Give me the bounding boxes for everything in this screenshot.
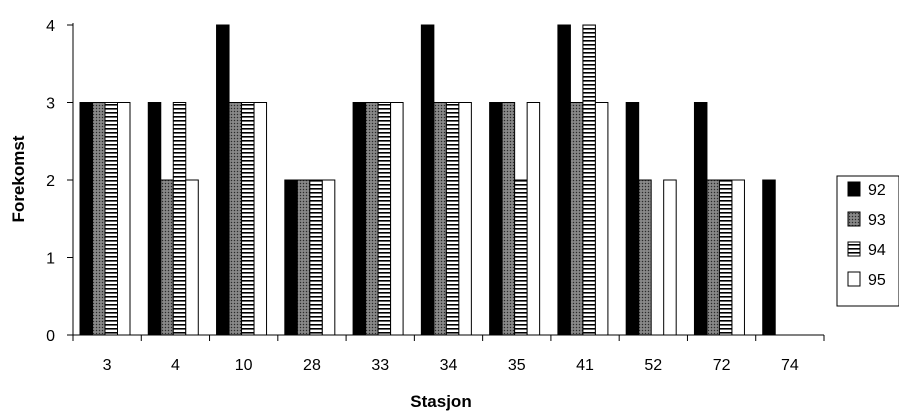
bar-92-52 [625,102,640,336]
legend-swatch-94 [847,241,861,257]
legend-label-93: 93 [868,212,886,229]
legend-label-92: 92 [868,182,886,199]
bar-92-34 [420,24,435,336]
bar-92-35 [489,102,503,336]
bar-94-41 [582,24,596,336]
bar-93-3 [92,102,106,336]
bar-93-35 [501,102,516,336]
bar-92-41 [557,24,571,336]
y-axis-title: Forekomst [9,135,28,222]
bars-group [79,24,776,336]
legend: 92 93 94 95 [836,175,899,307]
bar-95-3 [117,102,131,336]
x-tick-label: 52 [644,357,662,374]
legend-swatch-92 [847,181,861,197]
bar-93-4 [160,179,174,336]
bar-95-10 [253,102,268,336]
y-tick-label: 2 [46,173,55,190]
x-tick-label: 35 [508,357,526,374]
x-tick-label: 10 [235,357,253,374]
bar-94-28 [309,179,323,336]
bar-94-10 [241,102,255,336]
y-tick-label: 1 [46,251,55,268]
bar-95-41 [594,102,609,336]
x-tick-label: 41 [576,357,594,374]
bar-94-4 [172,102,187,336]
bar-92-72 [693,102,708,336]
x-tick-label: 34 [440,357,458,374]
bar-92-33 [352,102,367,336]
legend-label-95: 95 [868,272,886,289]
bar-95-72 [731,179,745,336]
x-tick-label: 33 [371,357,389,374]
bar-94-72 [718,179,733,336]
bar-93-41 [569,102,584,336]
x-tick-label: 72 [713,357,731,374]
bar-95-4 [185,179,199,336]
x-tick-label: 74 [781,357,799,374]
y-tick-label: 0 [46,328,55,345]
y-tick-label: 3 [46,96,55,113]
bar-94-3 [104,102,118,336]
bar-95-28 [321,179,336,336]
bar-93-28 [296,179,311,336]
bar-95-34 [458,102,472,336]
bar-95-52 [663,179,677,336]
bar-93-10 [228,102,243,336]
bar-92-10 [216,24,230,336]
bar-94-33 [377,102,392,336]
bar-92-28 [284,179,298,336]
bar-93-34 [433,102,447,336]
bar-93-52 [638,179,652,336]
bar-94-34 [445,102,460,336]
legend-label-94: 94 [868,242,886,259]
x-tick-label: 3 [103,357,112,374]
y-tick-label: 4 [46,18,55,35]
x-axis-title: Stasjon [410,392,471,411]
bar-94-35 [514,179,528,336]
bar-92-4 [147,102,162,336]
bar-92-3 [79,102,93,336]
x-tick-label: 28 [303,357,321,374]
bar-92-74 [762,179,776,336]
legend-swatch-93 [847,211,861,227]
bar-93-72 [706,179,720,336]
legend-box [836,175,899,307]
bar-95-33 [390,102,404,336]
bar-93-33 [365,102,379,336]
x-tick-label: 4 [171,357,180,374]
bar-95-35 [526,102,541,336]
legend-swatch-95 [847,271,861,287]
